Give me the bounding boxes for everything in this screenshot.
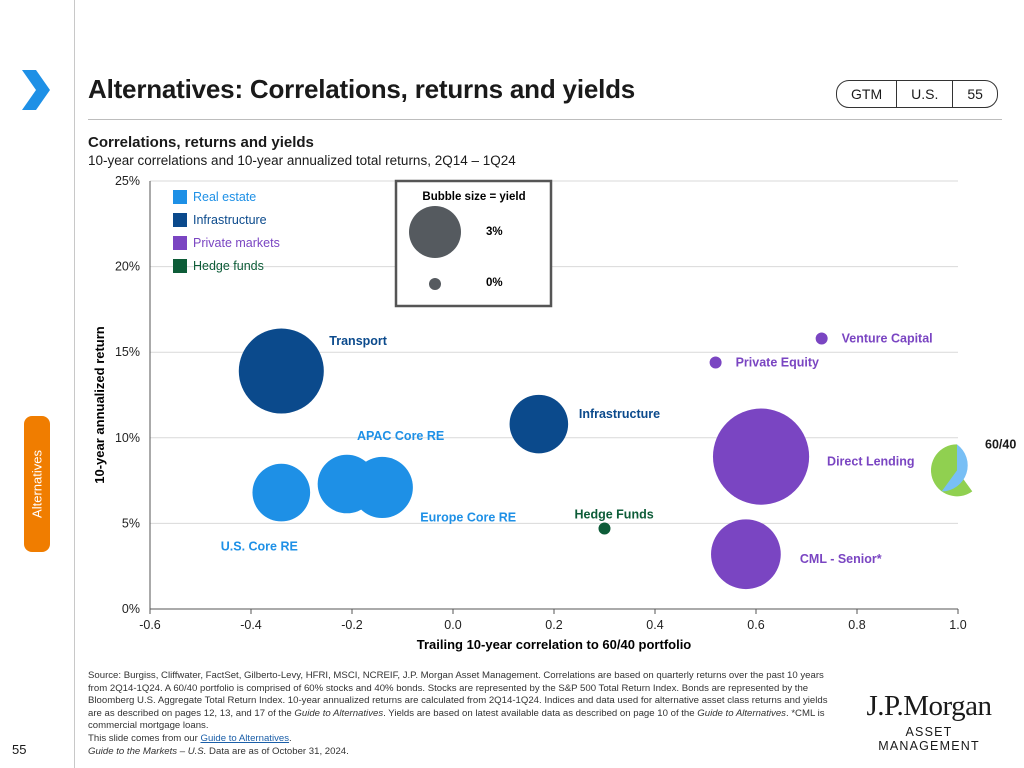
bubble-venture-capital — [815, 332, 828, 345]
bubble-label-hedge-funds: Hedge Funds — [575, 508, 654, 522]
y-tick-label: 20% — [115, 260, 140, 274]
chart-title: Correlations, returns and yields — [88, 134, 314, 151]
y-tick-label: 5% — [122, 516, 140, 530]
header-rule — [88, 119, 1002, 120]
page-title: Alternatives: Correlations, returns and … — [88, 74, 636, 104]
bubble-label-venture-capital: Venture Capital — [842, 332, 933, 346]
y-tick-label: 15% — [115, 345, 140, 359]
size-legend-title: Bubble size = yield — [422, 191, 525, 203]
guide-link[interactable]: Guide to Alternatives — [200, 732, 290, 744]
bubble-transport — [238, 328, 324, 414]
chart-subtitle: 10-year correlations and 10-year annuali… — [88, 153, 516, 168]
bubble-cml-senior — [711, 519, 781, 590]
size-legend-bubble-small — [429, 278, 441, 290]
legend-swatch-infrastructure — [173, 213, 187, 227]
size-legend-label: 3% — [486, 226, 503, 238]
bubble-label-private-equity: Private Equity — [736, 355, 819, 369]
legend-swatch-private-markets — [173, 236, 187, 250]
bubble-private-equity — [709, 356, 722, 369]
legend-label: Hedge funds — [193, 259, 264, 273]
bubble-label-apac-core-re: APAC Core RE — [357, 429, 444, 443]
x-tick-label: -0.6 — [139, 618, 161, 632]
x-tick-label: 1.0 — [949, 618, 966, 632]
legend-swatch-hedge-funds — [173, 259, 187, 273]
size-legend-bubble-large — [409, 206, 461, 258]
size-legend-box — [394, 179, 553, 308]
x-tick-label: 0.8 — [848, 618, 865, 632]
x-axis-label: Trailing 10-year correlation to 60/40 po… — [417, 637, 692, 652]
x-tick-label: 0.4 — [646, 618, 663, 632]
tag-page: 55 — [952, 81, 997, 107]
x-tick-label: -0.2 — [341, 618, 363, 632]
bubble-label-infrastructure: Infrastructure — [579, 407, 660, 421]
y-tick-label: 0% — [122, 602, 140, 616]
bubble-label-europe-core-re: Europe Core RE — [420, 510, 516, 524]
bubble-label-direct-lending: Direct Lending — [827, 455, 915, 469]
legend-label: Infrastructure — [193, 213, 267, 227]
bubble-label-cml-senior: CML - Senior* — [800, 552, 882, 566]
pie-slice-bonds — [941, 444, 968, 492]
x-tick-label: 0.2 — [545, 618, 562, 632]
legend-label: Real estate — [193, 190, 256, 204]
y-tick-label: 25% — [115, 174, 140, 188]
x-tick-label: 0.0 — [444, 618, 461, 632]
tag-gtm: GTM — [851, 86, 883, 102]
left-divider — [74, 0, 75, 768]
source-footnote: Source: Burgiss, Cliffwater, FactSet, Gi… — [88, 670, 828, 757]
bubble-u-s-core-re — [252, 463, 311, 522]
bubble-direct-lending — [712, 408, 810, 505]
size-legend-label: 0% — [486, 277, 503, 289]
x-tick-label: 0.6 — [747, 618, 764, 632]
y-axis-label: 10-year annualized return — [92, 326, 107, 484]
bubble-hedge-funds — [598, 522, 611, 535]
page-tags: GTM U.S. 55 — [836, 80, 998, 108]
x-tick-label: -0.4 — [240, 618, 262, 632]
pie-label: 60/40 — [985, 437, 1016, 451]
legend-swatch-real-estate — [173, 190, 187, 204]
tag-region: U.S. — [896, 81, 952, 107]
section-tab[interactable]: Alternatives — [24, 416, 50, 552]
legend-label: Private markets — [193, 236, 280, 250]
jpmorgan-logo: J.P.Morgan ASSET MANAGEMENT — [866, 690, 993, 753]
bubble-infrastructure — [509, 394, 569, 454]
bubble-apac-core-re — [317, 454, 377, 514]
y-tick-label: 10% — [115, 431, 140, 445]
pie-slice-stocks — [931, 444, 973, 497]
bubble-label-u-s-core-re: U.S. Core RE — [221, 540, 298, 554]
chevron-right-icon — [22, 70, 50, 110]
page-number: 55 — [12, 742, 27, 757]
bubble-label-transport: Transport — [329, 334, 387, 348]
